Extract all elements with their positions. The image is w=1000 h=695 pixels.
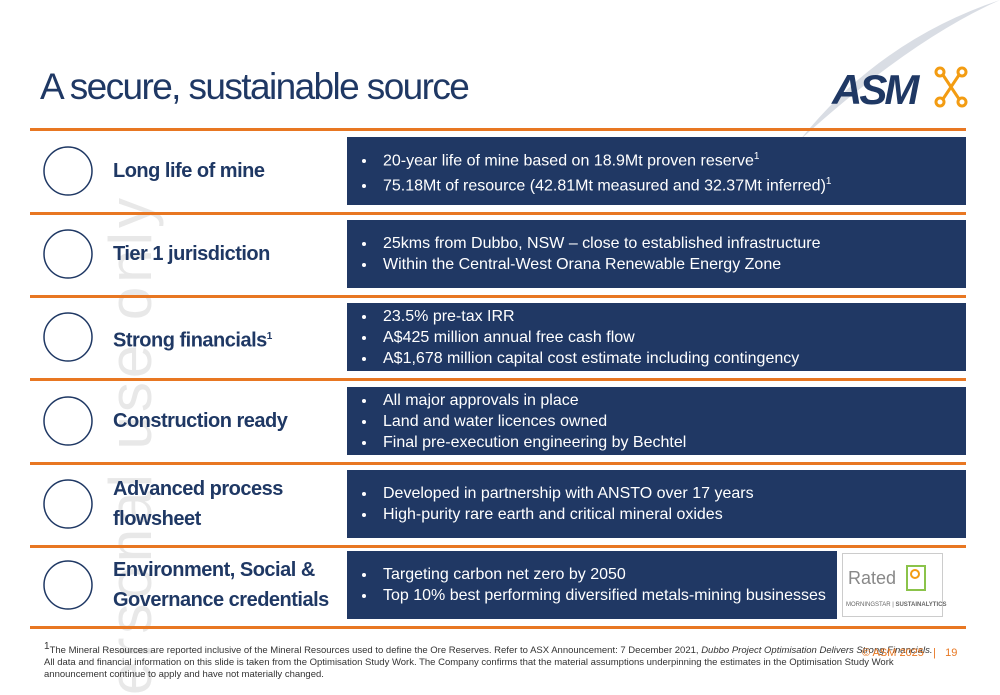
bullet: 75.18Mt of resource (42.81Mt measured an… bbox=[377, 171, 831, 196]
row-icon bbox=[43, 396, 93, 446]
row-label: Long life of mine bbox=[113, 156, 265, 186]
row-icon bbox=[43, 312, 93, 362]
bullet: A$425 million annual free cash flow bbox=[377, 327, 799, 348]
logo-icon bbox=[934, 66, 968, 108]
logo: ASM bbox=[832, 66, 919, 113]
badge-name: SUSTAINALYTICS bbox=[895, 602, 947, 608]
bullet-text: Within the Central-West Orana Renewable … bbox=[383, 256, 782, 273]
bullet: Land and water licences owned bbox=[377, 411, 686, 432]
info-box: 23.5% pre-tax IRR A$425 million annual fr… bbox=[347, 303, 966, 371]
superscript: 1 bbox=[44, 641, 50, 652]
bullet-text: 23.5% pre-tax IRR bbox=[383, 307, 515, 325]
label-line: Long life of mine bbox=[113, 160, 265, 182]
label-line: Governance credentials bbox=[113, 589, 329, 611]
row-icon bbox=[43, 560, 93, 610]
orange-rule bbox=[30, 378, 966, 381]
row-label: Tier 1 jurisdiction bbox=[113, 239, 270, 269]
bullet-text: All major approvals in place bbox=[383, 391, 579, 409]
bullet: 20-year life of mine based on 18.9Mt pro… bbox=[377, 146, 831, 171]
slide-title: A secure, sustainable source bbox=[40, 66, 470, 107]
bullet-text: Land and water licences owned bbox=[383, 412, 608, 430]
orange-rule bbox=[30, 128, 966, 131]
badge-rated: Rated bbox=[848, 568, 897, 588]
bullet: Top 10% best performing diversified meta… bbox=[377, 585, 826, 606]
footnote: 1The Mineral Resources are reported incl… bbox=[44, 641, 932, 681]
page-number: 19 bbox=[945, 647, 958, 659]
row-label: Environment, Social & Governance credenti… bbox=[113, 555, 329, 615]
footnote-line: All data and financial information on th… bbox=[44, 657, 932, 669]
label-line: Tier 1 jurisdiction bbox=[113, 243, 270, 265]
bullet-text: Developed in partnership with ANSTO over… bbox=[383, 485, 754, 502]
footnote-line: announcement continue to apply and have … bbox=[44, 669, 932, 681]
bullet-text: 75.18Mt of resource (42.81Mt measured an… bbox=[383, 177, 826, 195]
label-line: Environment, Social & bbox=[113, 559, 315, 581]
bullet-text: A$425 million annual free cash flow bbox=[383, 328, 635, 346]
footnote-text: announcement continue to apply and have … bbox=[44, 669, 324, 681]
row-icon bbox=[43, 146, 93, 196]
superscript: 1 bbox=[266, 331, 273, 342]
info-box: 20-year life of mine based on 18.9Mt pro… bbox=[347, 137, 966, 205]
bullet-text: High-purity rare earth and critical mine… bbox=[383, 506, 723, 523]
row-label: Advanced process flowsheet bbox=[113, 474, 283, 534]
orange-rule bbox=[30, 545, 966, 548]
bullet-text: A$1,678 million capital cost estimate in… bbox=[383, 349, 800, 367]
bullet: Targeting carbon net zero by 2050 bbox=[377, 564, 826, 585]
bullet-list: 20-year life of mine based on 18.9Mt pro… bbox=[347, 146, 831, 197]
footnote-text: All data and financial information on th… bbox=[44, 657, 894, 669]
info-box: 25kms from Dubbo, NSW – close to establi… bbox=[347, 220, 966, 288]
badge-brand: MORNINGSTAR bbox=[846, 602, 891, 608]
separator: | bbox=[933, 647, 936, 659]
orange-rule bbox=[30, 212, 966, 215]
superscript: 1 bbox=[753, 150, 760, 162]
label-line: Construction ready bbox=[113, 410, 288, 432]
label-line: Advanced process bbox=[113, 478, 283, 500]
bullet: High-purity rare earth and critical mine… bbox=[377, 504, 754, 525]
row-label: Strong financials1 bbox=[113, 322, 272, 356]
bullet-list: 23.5% pre-tax IRR A$425 million annual fr… bbox=[347, 306, 799, 369]
footnote-text: Dubbo Project Optimisation Delivers Stro… bbox=[701, 645, 933, 657]
bullet-text: Targeting carbon net zero by 2050 bbox=[383, 566, 626, 583]
footer: © ASM 2025 | 19 bbox=[862, 647, 957, 659]
watermark: ersonal use only bbox=[96, 194, 164, 695]
row-icon bbox=[43, 479, 93, 529]
rating-badge: Rated MORNINGSTAR | SUSTAINALYTICS bbox=[842, 553, 947, 617]
copyright: © ASM 2025 bbox=[862, 647, 924, 659]
bullet-text: 25kms from Dubbo, NSW – close to establi… bbox=[383, 235, 821, 252]
bullet-text: Top 10% best performing diversified meta… bbox=[383, 587, 826, 604]
orange-rule bbox=[30, 462, 966, 465]
bullet-text: 20-year life of mine based on 18.9Mt pro… bbox=[383, 152, 754, 169]
label-line: flowsheet bbox=[113, 508, 201, 530]
bullet: Within the Central-West Orana Renewable … bbox=[377, 254, 821, 275]
info-box: Targeting carbon net zero by 2050 Top 10%… bbox=[347, 551, 837, 619]
footnote-line: 1The Mineral Resources are reported incl… bbox=[44, 641, 932, 657]
bullet: All major approvals in place bbox=[377, 390, 686, 411]
bullet: Developed in partnership with ANSTO over… bbox=[377, 483, 754, 504]
bullet-list: Targeting carbon net zero by 2050 Top 10%… bbox=[347, 564, 826, 606]
orange-rule bbox=[30, 295, 966, 298]
bullet: Final pre-execution engineering by Becht… bbox=[377, 432, 686, 453]
row-label: Construction ready bbox=[113, 406, 288, 436]
bullet-list: Developed in partnership with ANSTO over… bbox=[347, 483, 754, 525]
superscript: 1 bbox=[825, 176, 832, 187]
bullet-list: 25kms from Dubbo, NSW – close to establi… bbox=[347, 233, 821, 275]
orange-rule bbox=[30, 626, 966, 629]
row-icon bbox=[43, 229, 93, 279]
badge-icon bbox=[906, 565, 926, 591]
footnote-text: The Mineral Resources are reported inclu… bbox=[49, 645, 702, 657]
info-box: Developed in partnership with ANSTO over… bbox=[347, 470, 966, 538]
bullet: 25kms from Dubbo, NSW – close to establi… bbox=[377, 233, 821, 254]
label-line: Strong financials1 bbox=[113, 329, 273, 352]
bullet-text: Final pre-execution engineering by Becht… bbox=[383, 433, 687, 451]
bullet-list: All major approvals in place Land and wat… bbox=[347, 390, 686, 453]
bullet: 23.5% pre-tax IRR bbox=[377, 306, 799, 327]
info-box: All major approvals in place Land and wat… bbox=[347, 387, 966, 455]
bullet: A$1,678 million capital cost estimate in… bbox=[377, 348, 799, 369]
